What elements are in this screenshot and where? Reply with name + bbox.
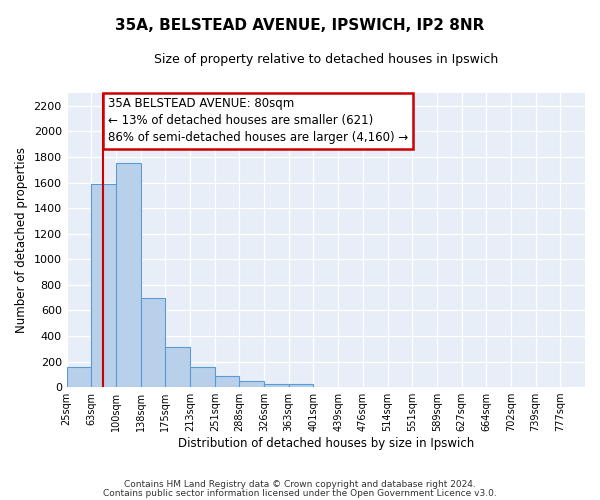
Bar: [116, 164, 141, 387]
Bar: [289, 384, 313, 387]
Y-axis label: Number of detached properties: Number of detached properties: [15, 147, 28, 333]
Bar: [141, 298, 166, 387]
X-axis label: Distribution of detached houses by size in Ipswich: Distribution of detached houses by size …: [178, 437, 474, 450]
Text: Contains HM Land Registry data © Crown copyright and database right 2024.: Contains HM Land Registry data © Crown c…: [124, 480, 476, 489]
Text: 35A BELSTEAD AVENUE: 80sqm
← 13% of detached houses are smaller (621)
86% of sem: 35A BELSTEAD AVENUE: 80sqm ← 13% of deta…: [108, 98, 409, 144]
Bar: [67, 366, 91, 387]
Bar: [190, 366, 215, 387]
Bar: [91, 184, 116, 387]
Bar: [166, 347, 190, 387]
Title: Size of property relative to detached houses in Ipswich: Size of property relative to detached ho…: [154, 52, 498, 66]
Text: 35A, BELSTEAD AVENUE, IPSWICH, IP2 8NR: 35A, BELSTEAD AVENUE, IPSWICH, IP2 8NR: [115, 18, 485, 32]
Bar: [239, 382, 264, 387]
Bar: [215, 376, 239, 387]
Text: Contains public sector information licensed under the Open Government Licence v3: Contains public sector information licen…: [103, 489, 497, 498]
Bar: [264, 384, 289, 387]
